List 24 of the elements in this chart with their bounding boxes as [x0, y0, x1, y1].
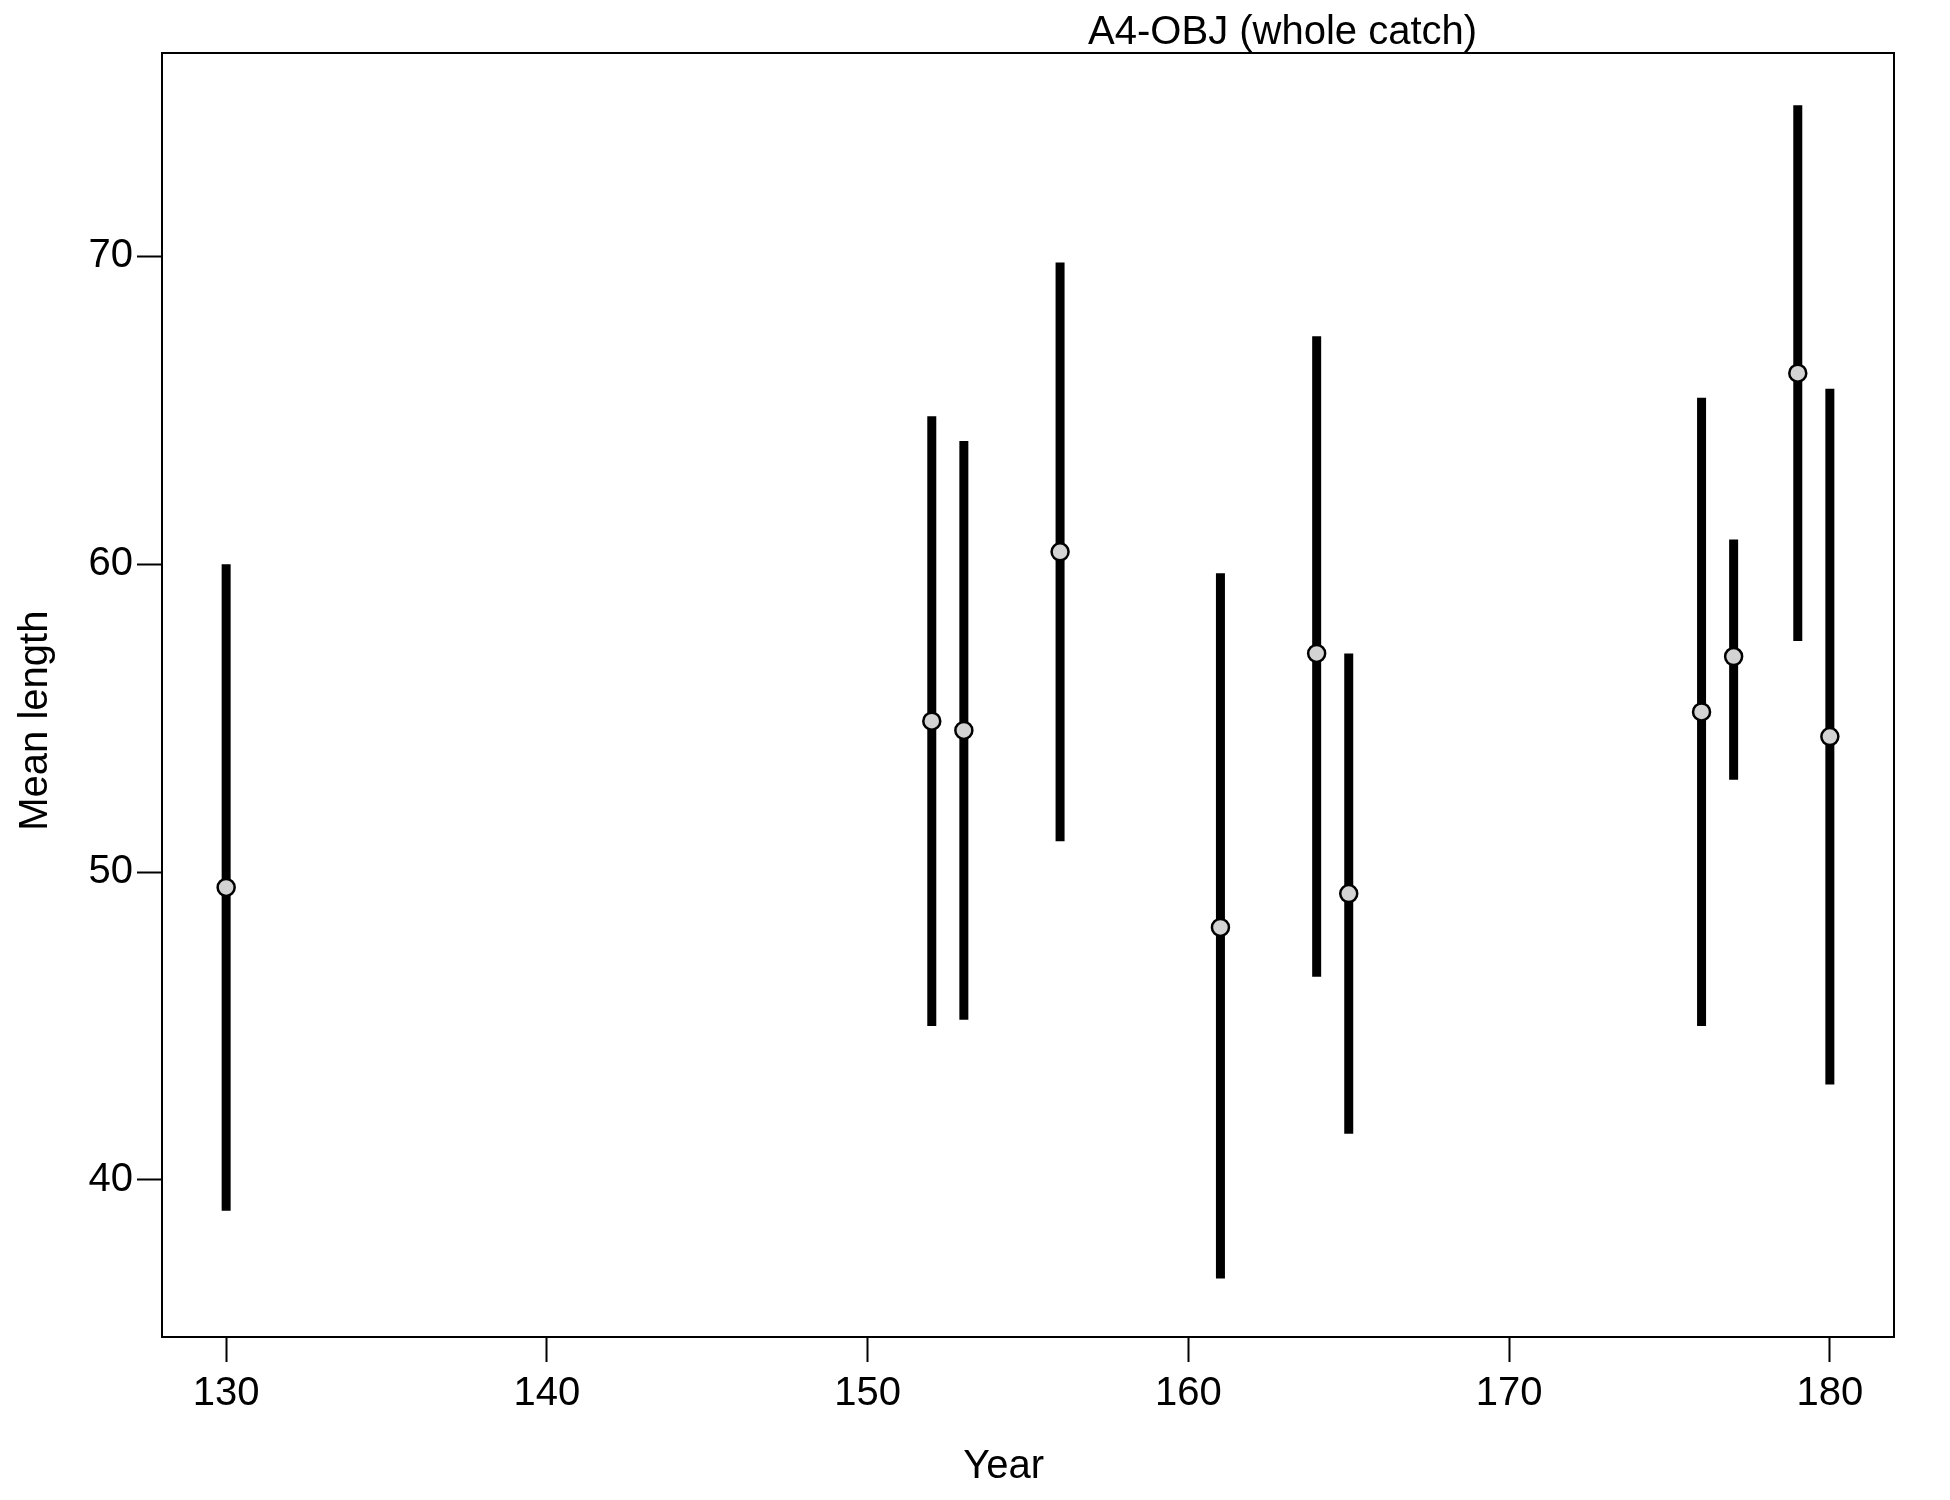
y-tick-label: 60 — [88, 539, 133, 584]
x-tick-label: 160 — [1155, 1369, 1222, 1414]
x-tick-label: 140 — [513, 1369, 581, 1414]
x-tick-label: 180 — [1796, 1369, 1864, 1414]
point — [1691, 702, 1712, 722]
point — [1050, 542, 1070, 562]
point — [1820, 726, 1840, 747]
point — [1723, 646, 1744, 667]
y-tick-label: 40 — [88, 1155, 133, 1199]
point — [216, 877, 236, 898]
chart-title: A4-OBJ (whole catch) — [1088, 8, 1478, 52]
point — [922, 711, 942, 731]
x-axis-title: Year — [963, 1442, 1045, 1487]
point — [1210, 917, 1231, 938]
y-tick-label: 50 — [88, 847, 133, 892]
point — [954, 720, 974, 741]
y-axis-title: Mean length — [11, 610, 56, 831]
x-tick-label: 170 — [1475, 1369, 1543, 1414]
point — [1306, 643, 1327, 664]
x-tick-label: 130 — [192, 1369, 260, 1414]
x-tick-label: 150 — [834, 1369, 901, 1414]
point — [1788, 363, 1808, 383]
point — [1338, 883, 1359, 904]
y-tick-label: 70 — [88, 231, 133, 276]
